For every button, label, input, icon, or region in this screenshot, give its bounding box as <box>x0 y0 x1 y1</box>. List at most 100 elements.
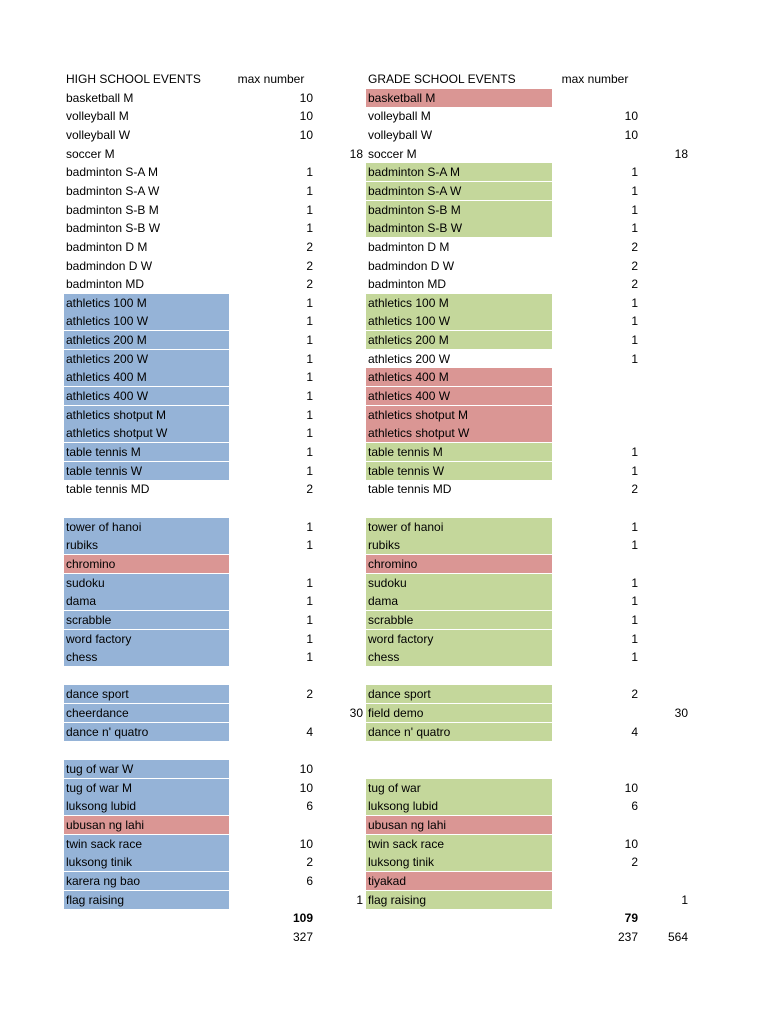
high-school-max-number-cell[interactable]: 10 <box>299 127 313 142</box>
grade-school-event-cell[interactable]: badminton S-A M <box>366 163 552 182</box>
high-school-event-cell[interactable]: athletics 100 M <box>64 293 229 312</box>
grade-school-event-cell[interactable]: word factory <box>366 629 552 648</box>
high-school-max-number-cell[interactable]: 327 <box>292 929 313 944</box>
high-school-max-number-cell[interactable]: 1 <box>306 594 313 609</box>
high-school-event-cell[interactable]: karera ng bao <box>64 871 229 890</box>
grade-school-event-cell[interactable]: dance sport <box>366 685 552 704</box>
high-school-event-cell[interactable]: badmindon D W <box>66 258 153 273</box>
high-school-max-number-cell[interactable]: 2 <box>306 482 313 497</box>
high-school-max-number-cell[interactable]: 1 <box>306 612 313 627</box>
grade-school-event-cell[interactable]: basketball M <box>366 88 552 107</box>
grade-school-max-number-cell[interactable]: 1 <box>631 351 638 366</box>
grade-school-event-cell[interactable]: athletics 200 M <box>366 331 552 350</box>
high-school-event-cell[interactable]: table tennis W <box>64 461 229 480</box>
high-school-max-number-cell[interactable]: 10 <box>299 109 313 124</box>
high-school-event-cell[interactable]: badminton S-B W <box>66 221 161 236</box>
high-school-event-cell[interactable]: flag raising <box>64 890 229 909</box>
grade-school-event-cell[interactable]: chromino <box>366 554 552 573</box>
grade-school-event-cell[interactable]: table tennis MD <box>368 482 452 497</box>
high-school-max-number-cell[interactable]: 1 <box>306 463 313 478</box>
grade-school-max-number-cell[interactable]: 1 <box>631 221 638 236</box>
grade-school-event-cell[interactable]: chess <box>366 648 552 667</box>
high-school-event-cell[interactable]: badminton MD <box>66 277 145 292</box>
high-school-event-cell[interactable]: table tennis MD <box>66 482 150 497</box>
high-school-max-number-cell[interactable]: 2 <box>306 239 313 254</box>
grade-school-extra-number-cell[interactable]: 30 <box>674 706 688 721</box>
grade-school-event-cell[interactable]: badminton D M <box>368 239 450 254</box>
grade-school-event-cell[interactable]: badminton S-B M <box>366 200 552 219</box>
high-school-max-number-cell[interactable]: 1 <box>306 295 313 310</box>
grade-school-max-number-cell[interactable]: 1 <box>631 295 638 310</box>
grade-school-max-number-cell[interactable]: 2 <box>631 482 638 497</box>
high-school-max-number-cell[interactable]: 1 <box>306 351 313 366</box>
high-school-event-cell[interactable]: badminton S-A W <box>66 183 160 198</box>
high-school-event-cell[interactable]: tug of war W <box>64 760 229 779</box>
grade-school-event-cell[interactable]: volleyball W <box>368 127 433 142</box>
grade-school-max-number-cell[interactable]: 10 <box>624 127 638 142</box>
grade-school-max-number-cell[interactable]: 2 <box>631 239 638 254</box>
grade-school-max-number-cell[interactable]: 10 <box>624 109 638 124</box>
grade-school-event-cell[interactable]: rubiks <box>366 536 552 555</box>
high-school-event-cell[interactable]: rubiks <box>64 536 229 555</box>
high-school-extra-number-cell[interactable]: 18 <box>349 146 363 161</box>
high-school-event-cell[interactable]: athletics 200 W <box>64 349 229 368</box>
high-school-max-number-cell[interactable]: 1 <box>306 370 313 385</box>
grade-school-max-number-cell[interactable]: 2 <box>631 277 638 292</box>
high-school-event-cell[interactable]: sudoku <box>64 573 229 592</box>
grade-school-extra-number-cell[interactable]: 564 <box>667 929 688 944</box>
grade-school-event-cell[interactable]: athletics 100 W <box>366 312 552 331</box>
grade-school-event-cell[interactable]: volleyball M <box>368 109 431 124</box>
grade-school-max-number-cell[interactable]: 1 <box>631 314 638 329</box>
grade-school-max-number-cell[interactable]: 1 <box>631 165 638 180</box>
high-school-event-cell[interactable]: tower of hanoi <box>64 517 229 536</box>
grade-school-event-cell[interactable]: ubusan ng lahi <box>366 816 552 834</box>
high-school-event-cell[interactable]: luksong tinik <box>64 853 229 872</box>
high-school-max-number-cell[interactable]: 1 <box>306 389 313 404</box>
grade-school-max-number-cell[interactable]: 6 <box>631 799 638 814</box>
high-school-max-number-cell[interactable]: 2 <box>306 855 313 870</box>
high-school-max-number-cell[interactable]: 1 <box>306 538 313 553</box>
high-school-max-number-cell[interactable]: 4 <box>306 724 313 739</box>
grade-school-event-cell[interactable]: flag raising <box>366 890 552 909</box>
high-school-event-cell[interactable]: athletics 100 W <box>64 312 229 331</box>
high-school-event-cell[interactable]: luksong lubid <box>64 797 229 816</box>
grade-school-event-cell[interactable]: tiyakad <box>366 871 552 890</box>
high-school-event-cell[interactable]: cheerdance <box>64 704 229 723</box>
grade-school-max-number-cell[interactable]: 1 <box>631 463 638 478</box>
high-school-max-number-cell[interactable]: 1 <box>306 202 313 217</box>
high-school-event-cell[interactable]: dance n' quatro <box>64 722 229 741</box>
high-school-max-number-cell[interactable]: 2 <box>306 258 313 273</box>
grade-school-max-number-cell[interactable]: 10 <box>624 836 638 851</box>
grade-school-event-cell[interactable]: athletics 100 M <box>366 293 552 312</box>
grade-school-event-cell[interactable]: table tennis W <box>366 461 552 480</box>
high-school-max-number-cell[interactable]: 10 <box>299 90 313 105</box>
grade-school-max-number-cell[interactable]: 1 <box>631 650 638 665</box>
high-school-max-number-cell[interactable]: 10 <box>299 780 313 795</box>
grade-school-event-cell[interactable]: badminton MD <box>368 277 447 292</box>
high-school-max-number-cell[interactable]: 1 <box>306 426 313 441</box>
high-school-event-cell[interactable]: ubusan ng lahi <box>64 816 229 834</box>
high-school-event-cell[interactable]: soccer M <box>66 146 115 161</box>
grade-school-event-cell[interactable]: badminton S-A W <box>366 181 552 200</box>
grade-school-max-number-cell[interactable]: 1 <box>631 519 638 534</box>
high-school-event-cell[interactable]: athletics 200 M <box>64 331 229 350</box>
grade-school-event-cell[interactable]: field demo <box>366 704 552 723</box>
high-school-max-number-cell[interactable]: 10 <box>299 836 313 851</box>
high-school-max-number-cell[interactable]: 1 <box>306 165 313 180</box>
high-school-event-cell[interactable]: badminton D M <box>66 239 148 254</box>
high-school-event-cell[interactable]: volleyball M <box>66 109 129 124</box>
high-school-max-number-cell[interactable]: 1 <box>306 650 313 665</box>
grade-school-event-cell[interactable]: badminton S-B W <box>366 219 552 238</box>
grade-school-event-cell[interactable]: athletics shotput W <box>366 424 552 443</box>
grade-school-max-number-cell[interactable]: 2 <box>631 687 638 702</box>
grade-school-max-number-cell[interactable]: 1 <box>631 612 638 627</box>
grade-school-max-number-cell[interactable]: 237 <box>617 929 638 944</box>
high-school-max-number-cell[interactable]: 2 <box>306 687 313 702</box>
high-school-max-number-cell[interactable]: 2 <box>306 277 313 292</box>
grade-school-event-cell[interactable]: athletics 400 M <box>366 368 552 387</box>
high-school-max-number-cell[interactable]: 109 <box>292 911 313 926</box>
high-school-max-number-cell[interactable]: 1 <box>306 314 313 329</box>
grade-school-event-cell[interactable]: sudoku <box>366 573 552 592</box>
high-school-event-cell[interactable]: badminton S-B M <box>66 202 159 217</box>
high-school-event-cell[interactable]: HIGH SCHOOL EVENTS <box>66 72 201 86</box>
